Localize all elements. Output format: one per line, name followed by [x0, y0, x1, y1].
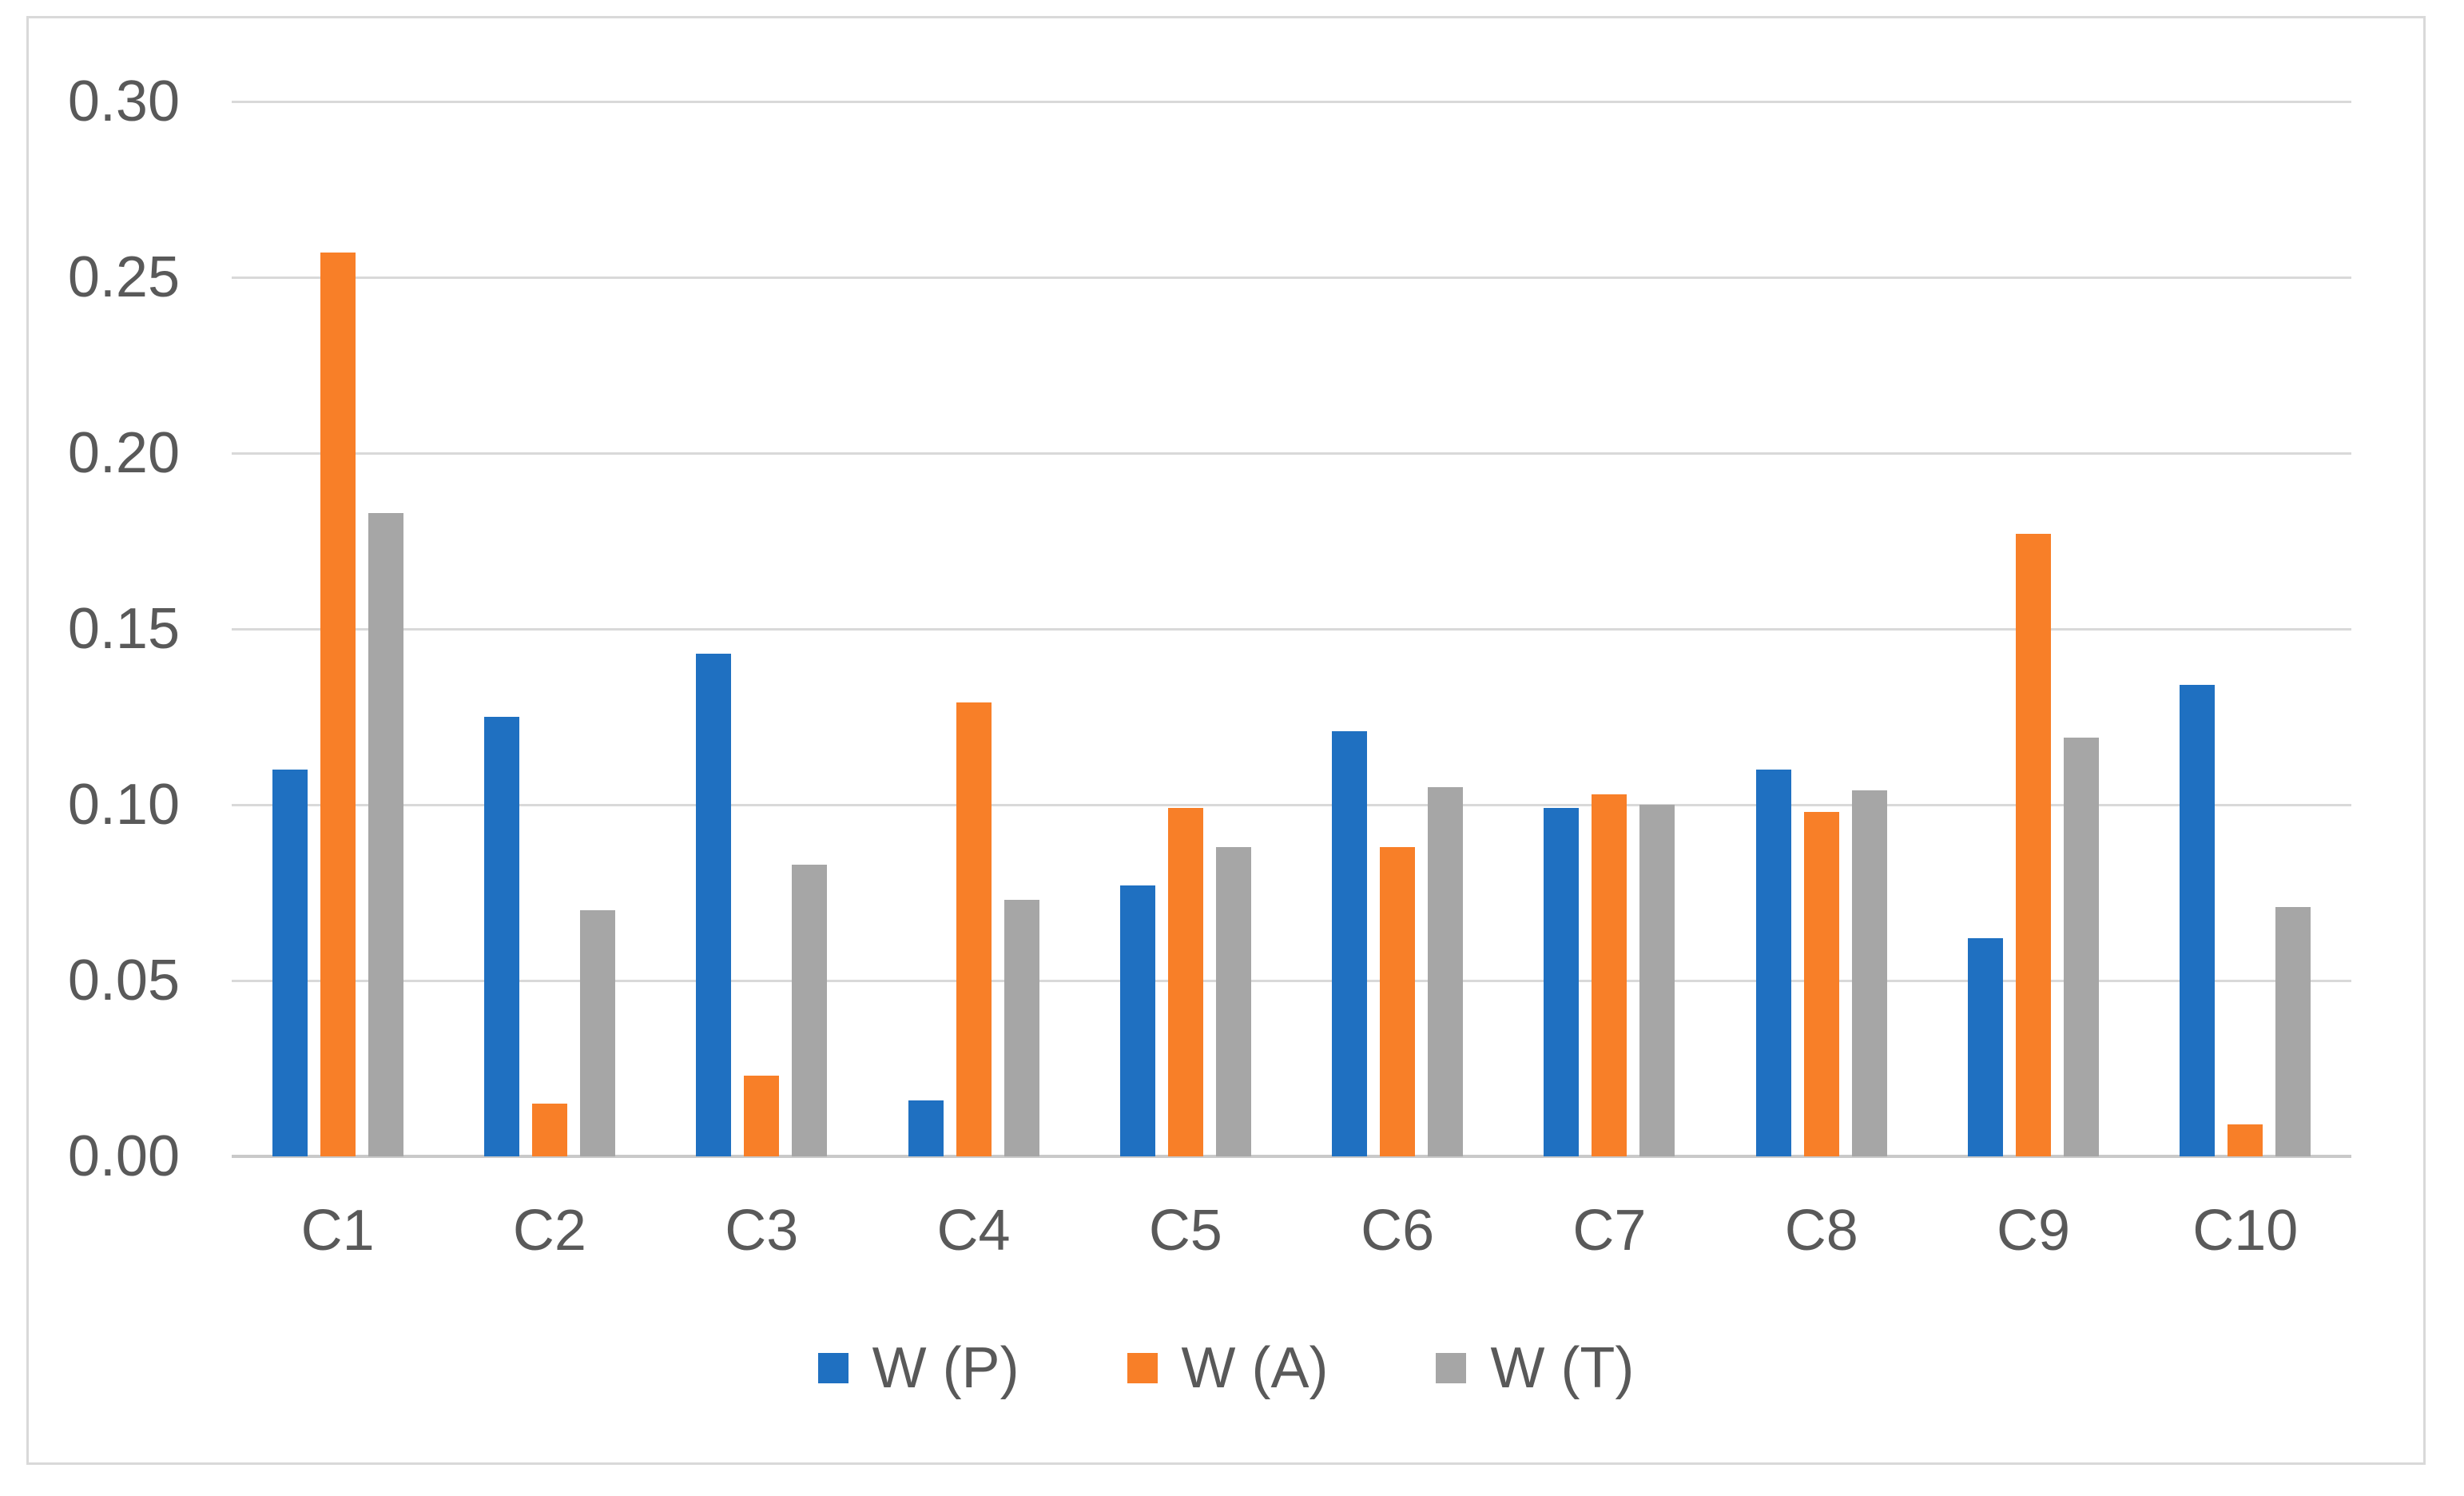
y-gridline: [232, 979, 2351, 982]
bar-c10-series-2: [2275, 907, 2311, 1156]
bar-c1-series-0: [272, 770, 308, 1156]
legend-marker-icon: [817, 1353, 848, 1383]
bar-c10-series-1: [2228, 1124, 2263, 1156]
y-gridline: [232, 452, 2351, 455]
x-axis-label-c2: C2: [512, 1199, 586, 1263]
category-band-c7: [1504, 101, 1715, 1156]
y-gridline: [232, 276, 2351, 279]
x-axis-label-c1: C1: [300, 1199, 375, 1263]
y-axis-tick-label: 0.05: [67, 949, 180, 1013]
bar-c6-series-0: [1332, 731, 1368, 1156]
x-axis-label-c5: C5: [1148, 1199, 1222, 1263]
category-band-c8: [1715, 101, 1927, 1156]
bar-c5-series-1: [1167, 808, 1203, 1156]
bar-c9-series-2: [2064, 738, 2100, 1156]
bar-c9-series-0: [1968, 938, 2004, 1156]
x-axis-label-c3: C3: [725, 1199, 799, 1263]
bar-c7-series-1: [1592, 794, 1627, 1156]
y-axis-tick-label: 0.00: [67, 1124, 180, 1188]
category-band-c3: [656, 101, 868, 1156]
legend-label: W (A): [1181, 1336, 1329, 1400]
legend-label: W (T): [1490, 1336, 1635, 1400]
legend-marker-icon: [1127, 1353, 1158, 1383]
bar-c4-series-2: [1003, 900, 1039, 1156]
bar-c9-series-1: [2016, 534, 2052, 1156]
x-axis-baseline: [232, 1155, 2351, 1158]
x-axis-label-c7: C7: [1572, 1199, 1647, 1263]
y-gridline: [232, 100, 2351, 103]
y-axis-tick-label: 0.25: [67, 245, 180, 309]
bar-c3-series-1: [744, 1076, 780, 1156]
y-axis-tick-label: 0.20: [67, 421, 180, 485]
x-axis-label-c10: C10: [2192, 1199, 2299, 1263]
category-band-c6: [1291, 101, 1503, 1156]
category-band-c1: [232, 101, 443, 1156]
bar-c2-series-0: [483, 717, 519, 1156]
legend-marker-icon: [1436, 1353, 1467, 1383]
bar-c5-series-2: [1215, 847, 1251, 1156]
x-axis-label-c4: C4: [936, 1199, 1011, 1263]
bar-c6-series-1: [1380, 847, 1416, 1156]
bar-c8-series-0: [1755, 770, 1791, 1156]
category-band-c5: [1079, 101, 1291, 1156]
bar-c6-series-2: [1428, 787, 1464, 1156]
category-band-c4: [868, 101, 1079, 1156]
bar-c1-series-2: [368, 513, 403, 1156]
chart-legend: W (P) W (A) W (T): [26, 1336, 2426, 1400]
legend-item-1: W (A): [1127, 1336, 1329, 1400]
x-axis-label-c6: C6: [1361, 1199, 1435, 1263]
bar-c8-series-1: [1803, 812, 1839, 1156]
bar-c7-series-2: [1639, 805, 1675, 1156]
bar-c3-series-0: [696, 654, 732, 1156]
bar-c3-series-2: [792, 865, 828, 1156]
bar-c1-series-1: [320, 253, 356, 1156]
y-axis-tick-label: 0.10: [67, 773, 180, 837]
legend-label: W (P): [872, 1336, 1019, 1400]
bar-c2-series-2: [579, 910, 615, 1156]
category-band-c2: [443, 101, 655, 1156]
x-axis-label-c8: C8: [1784, 1199, 1858, 1263]
y-axis-tick-label: 0.30: [67, 70, 180, 133]
y-axis-tick-label: 0.15: [67, 597, 180, 661]
bar-c7-series-0: [1544, 808, 1580, 1156]
bar-c5-series-0: [1119, 885, 1155, 1156]
legend-item-2: W (T): [1436, 1336, 1634, 1400]
x-axis-label-c9: C9: [1997, 1199, 2071, 1263]
y-gridline: [232, 803, 2351, 806]
legend-item-0: W (P): [817, 1336, 1019, 1400]
category-band-c10: [2140, 101, 2351, 1156]
bar-c8-series-2: [1851, 790, 1887, 1156]
plot-area: [232, 101, 2351, 1156]
y-gridline: [232, 627, 2351, 631]
bar-c4-series-1: [956, 702, 992, 1156]
category-band-c9: [1927, 101, 2139, 1156]
bar-c2-series-1: [531, 1104, 567, 1156]
bar-c10-series-0: [2180, 685, 2216, 1156]
bar-c4-series-0: [908, 1100, 944, 1156]
x-axis-category-labels: C1 C2 C3 C4 C5 C6 C7 C8 C9 C10: [232, 1199, 2351, 1263]
